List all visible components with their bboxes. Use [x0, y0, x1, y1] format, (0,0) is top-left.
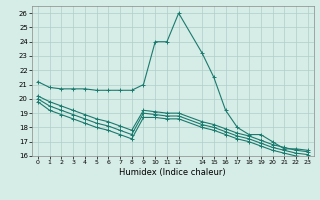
X-axis label: Humidex (Indice chaleur): Humidex (Indice chaleur) — [119, 168, 226, 177]
